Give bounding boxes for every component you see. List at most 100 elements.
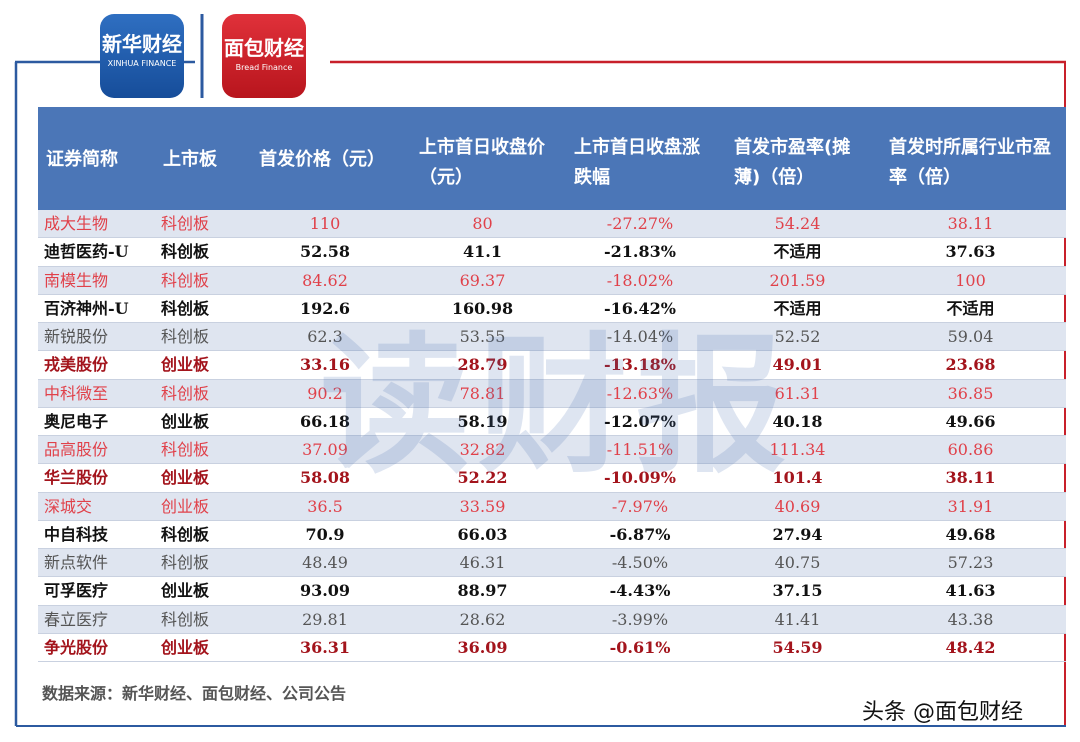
- table-row: 中自科技 科创板 70.9 66.03 -6.87% 27.94 49.68: [38, 521, 1066, 549]
- table-cell: 科创板: [161, 242, 210, 262]
- table-cell: 110: [309, 214, 341, 233]
- table-cell: -13.18%: [604, 355, 676, 375]
- logo-text: 面包财经: [224, 36, 304, 60]
- logo-subtext: XINHUA FINANCE: [107, 59, 177, 68]
- table-cell: 南模生物: [44, 270, 109, 290]
- header-cell: 上市首日收盘涨跌幅: [574, 137, 700, 188]
- table-cell: 不适用: [946, 298, 995, 318]
- table-row: 深城交 创业板 36.5 33.59 -7.97% 40.69 31.91: [38, 492, 1066, 521]
- table-cell: 中自科技: [44, 524, 109, 544]
- table-cell: -21.83%: [604, 242, 676, 262]
- table-row: 成大生物 科创板 110 80 -27.27% 54.24 38.11: [38, 210, 1066, 239]
- table-row: 品高股份 科创板 37.09 32.82 -11.51% 111.34 60.86: [38, 436, 1066, 465]
- table-cell: 不适用: [773, 298, 822, 318]
- table-cell: 科创板: [161, 609, 210, 629]
- table-cell: 40.18: [772, 411, 823, 431]
- table-cell: 66.03: [457, 524, 508, 544]
- table-cell: 32.82: [459, 440, 506, 459]
- table: 证券简称 上市板 首发价格（元） 上市首日收盘价（元） 上市首日收盘涨跌幅 首发市盈率(摊…: [38, 107, 1066, 662]
- header-cell: 首发时所属行业市盈率（倍）: [889, 137, 1051, 188]
- table-cell: 80: [472, 214, 493, 233]
- table-cell: 43.38: [947, 609, 994, 629]
- table-cell: 百济神州-U: [44, 298, 129, 318]
- table-cell: 53.55: [459, 327, 506, 346]
- table-cell: 69.37: [459, 270, 506, 290]
- table-cell: 23.68: [945, 355, 996, 375]
- table-cell: 54.59: [772, 637, 823, 657]
- table-cell: 创业板: [161, 411, 210, 431]
- table-cell: 41.41: [774, 609, 821, 629]
- table-cell: -16.42%: [604, 298, 676, 318]
- table-cell: -7.97%: [611, 496, 669, 516]
- table-cell: 52.22: [457, 468, 508, 488]
- table-row: 可孚医疗 创业板 93.09 88.97 -4.43% 37.15 41.63: [38, 577, 1066, 606]
- table-cell: 40.69: [774, 496, 821, 516]
- table-cell: 52.52: [774, 327, 821, 346]
- table-cell: 科创板: [161, 524, 210, 544]
- table-cell: -3.99%: [611, 609, 669, 629]
- header-cell: 上市首日收盘价（元）: [419, 137, 545, 188]
- table-cell: 27.94: [772, 524, 823, 544]
- table-cell: 新锐股份: [44, 327, 109, 346]
- table-cell: 33.16: [299, 355, 351, 375]
- logo-text: 新华财经: [102, 32, 182, 56]
- table-cell: 36.09: [457, 637, 508, 657]
- table-cell: 48.42: [945, 637, 996, 657]
- table-cell: 科创板: [161, 270, 210, 290]
- table-row: 中科微至 科创板 90.2 78.81 -12.63% 61.31 36.85: [38, 379, 1066, 408]
- table-cell: 创业板: [161, 637, 210, 657]
- table-cell: 创业板: [161, 468, 210, 488]
- table-cell: 科创板: [161, 298, 210, 318]
- table-row: 新锐股份 科创板 62.3 53.55 -14.04% 52.52 59.04: [38, 323, 1066, 352]
- table-cell: 春立医疗: [44, 609, 109, 629]
- table-cell: 迪哲医药-U: [44, 242, 129, 262]
- table-cell: 戎美股份: [44, 355, 109, 375]
- table-cell: 新点软件: [44, 553, 109, 572]
- table-cell: 37.09: [302, 440, 348, 459]
- table-cell: 93.09: [299, 581, 351, 601]
- table-cell: 48.49: [302, 553, 348, 572]
- table-row: 百济神州-U 科创板 192.6 160.98 -16.42% 不适用 不适用: [38, 295, 1066, 323]
- table-cell: 61.31: [774, 383, 821, 403]
- table-cell: 36.31: [299, 637, 351, 657]
- table-cell: 58.19: [457, 411, 508, 431]
- table-cell: 科创板: [161, 440, 210, 459]
- table-cell: 33.59: [459, 496, 506, 516]
- table-cell: 41.1: [463, 242, 502, 262]
- table-cell: 66.18: [299, 411, 351, 431]
- table-row: 奥尼电子 创业板 66.18 58.19 -12.07% 40.18 49.66: [38, 408, 1066, 436]
- table-cell: 201.59: [769, 270, 826, 290]
- table-cell: 创业板: [161, 496, 210, 516]
- table-cell: -4.43%: [609, 581, 671, 601]
- table-cell: 36.5: [307, 496, 343, 516]
- table-cell: 100: [955, 270, 986, 290]
- header-cell: 证券简称: [46, 149, 118, 170]
- table-row: 戎美股份 创业板 33.16 28.79 -13.18% 49.01 23.68: [38, 351, 1066, 380]
- table-cell: -18.02%: [606, 270, 674, 290]
- table-cell: 中科微至: [44, 383, 109, 403]
- table-cell: -6.87%: [609, 524, 671, 544]
- table-cell: 101.4: [772, 468, 823, 488]
- table-cell: 29.81: [302, 609, 348, 629]
- table-cell: -12.07%: [604, 411, 676, 431]
- table-cell: -4.50%: [611, 553, 669, 572]
- table-cell: 创业板: [161, 581, 210, 601]
- table-row: 争光股份 创业板 36.31 36.09 -0.61% 54.59 48.42: [38, 634, 1066, 662]
- table-row: 迪哲医药-U 科创板 52.58 41.1 -21.83% 不适用 37.63: [38, 238, 1066, 267]
- table-header: 证券简称 上市板 首发价格（元） 上市首日收盘价（元） 上市首日收盘涨跌幅 首发市盈率(摊…: [38, 107, 1066, 210]
- table-cell: 38.11: [945, 468, 996, 488]
- table-cell: 31.91: [947, 496, 994, 516]
- table-body: 成大生物 科创板 110 80 -27.27% 54.24 38.11 迪哲医药-U 科创板 52…: [38, 210, 1066, 662]
- logo-xinhua: 新华财经 XINHUA FINANCE: [100, 14, 184, 98]
- table-cell: 科创板: [161, 327, 210, 346]
- table-cell: 192.6: [299, 298, 351, 318]
- table-cell: 品高股份: [44, 440, 109, 459]
- table-cell: 49.68: [945, 524, 996, 544]
- table-cell: 54.24: [774, 214, 821, 233]
- table-cell: 40.75: [774, 553, 821, 572]
- logo-subtext: Bread Finance: [235, 63, 293, 72]
- source-note: 数据来源：新华财经、面包财经、公司公告: [42, 684, 347, 703]
- table-cell: 78.81: [459, 383, 506, 403]
- header-cell: 首发市盈率(摊薄)（倍）: [734, 137, 851, 188]
